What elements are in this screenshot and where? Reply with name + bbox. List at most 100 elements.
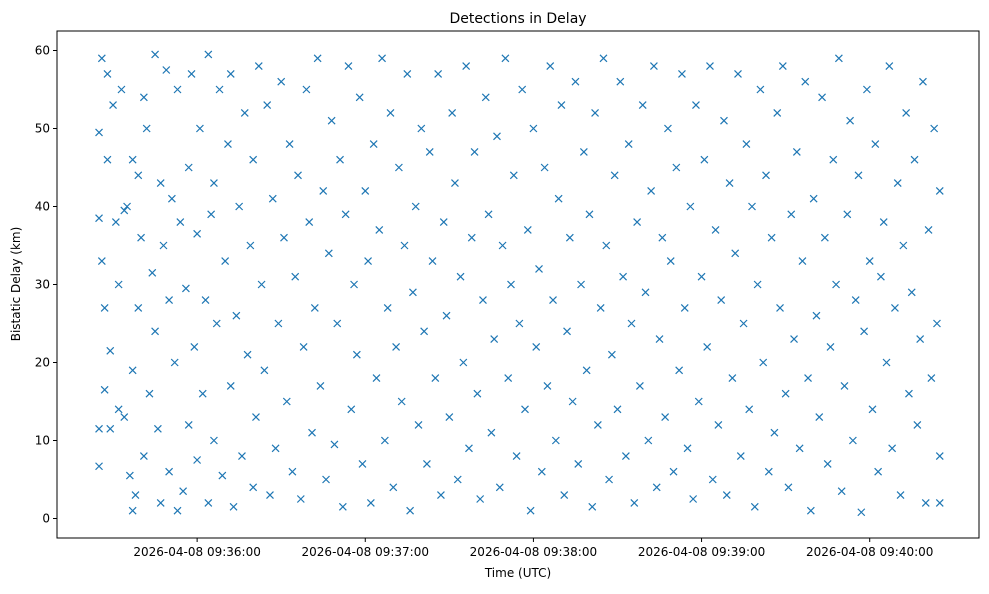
data-point-marker bbox=[935, 498, 944, 507]
data-point-marker bbox=[134, 303, 143, 312]
data-point-marker bbox=[588, 502, 597, 511]
data-point-marker bbox=[476, 495, 485, 503]
data-point-marker bbox=[619, 272, 628, 281]
data-point-marker bbox=[565, 233, 574, 242]
data-point-marker bbox=[591, 108, 599, 117]
data-point-marker bbox=[299, 342, 308, 351]
data-point-marker bbox=[240, 108, 249, 117]
data-point-marker bbox=[218, 471, 227, 480]
data-point-marker bbox=[333, 319, 342, 328]
data-point-marker bbox=[916, 335, 925, 344]
data-point-marker bbox=[885, 62, 894, 71]
data-point-marker bbox=[383, 303, 392, 312]
data-point-marker bbox=[235, 202, 244, 211]
x-axis: 2026-04-08 09:36:00 2026-04-08 09:37:00 20… bbox=[133, 538, 933, 559]
data-point-marker bbox=[355, 93, 364, 102]
y-tick-label: 20 bbox=[35, 356, 50, 370]
data-point-marker bbox=[170, 358, 179, 367]
data-point-marker bbox=[630, 498, 639, 507]
data-point-marker bbox=[232, 311, 241, 320]
data-point-marker bbox=[285, 140, 294, 149]
data-point-marker bbox=[585, 210, 594, 219]
data-point-marker bbox=[933, 319, 941, 328]
data-point-marker bbox=[846, 116, 855, 125]
data-point-marker bbox=[862, 85, 871, 94]
data-point-marker bbox=[327, 116, 336, 125]
data-point-marker bbox=[526, 506, 535, 515]
data-point-marker bbox=[369, 140, 378, 149]
data-point-marker bbox=[837, 487, 846, 496]
data-point-marker bbox=[784, 483, 793, 492]
data-point-marker bbox=[627, 319, 636, 328]
data-point-marker bbox=[204, 498, 213, 507]
data-point-marker bbox=[596, 303, 605, 312]
data-point-marker bbox=[184, 420, 193, 429]
data-point-marker bbox=[649, 62, 658, 71]
data-point-marker bbox=[607, 350, 616, 359]
data-point-marker bbox=[484, 210, 493, 219]
data-point-marker bbox=[142, 124, 151, 133]
data-point-marker bbox=[652, 483, 661, 492]
data-point-marker bbox=[210, 179, 218, 188]
data-point-marker bbox=[812, 311, 821, 320]
data-point-marker bbox=[689, 495, 698, 503]
data-point-marker bbox=[252, 413, 260, 422]
data-point-marker bbox=[319, 186, 328, 195]
data-point-marker bbox=[919, 77, 927, 86]
data-point-marker bbox=[787, 210, 796, 219]
data-point-marker bbox=[302, 85, 311, 94]
data-point-marker bbox=[338, 502, 347, 511]
data-point-marker bbox=[111, 218, 120, 227]
data-point-marker bbox=[778, 62, 787, 71]
data-point-marker bbox=[703, 342, 712, 351]
data-point-marker bbox=[95, 128, 103, 137]
data-point-marker bbox=[249, 155, 258, 164]
data-point-marker bbox=[224, 140, 232, 149]
data-point-marker bbox=[473, 389, 482, 398]
data-point-marker bbox=[731, 249, 740, 258]
data-point-marker bbox=[860, 327, 869, 336]
data-point-marker bbox=[470, 147, 479, 156]
y-tick-label: 40 bbox=[35, 200, 50, 214]
data-point-marker bbox=[834, 54, 843, 63]
data-point-marker bbox=[350, 280, 358, 289]
data-point-marker bbox=[117, 85, 126, 94]
data-point-marker bbox=[445, 413, 454, 422]
data-point-marker bbox=[229, 502, 238, 511]
data-point-marker bbox=[748, 202, 756, 211]
data-point-marker bbox=[857, 508, 866, 517]
data-point-marker bbox=[165, 467, 174, 476]
data-point-marker bbox=[773, 108, 782, 117]
data-point-marker bbox=[260, 366, 269, 375]
data-point-marker bbox=[664, 124, 672, 133]
data-point-marker bbox=[823, 459, 832, 468]
data-point-marker bbox=[579, 147, 588, 156]
data-point-marker bbox=[725, 179, 734, 188]
data-point-marker bbox=[557, 101, 566, 110]
data-point-marker bbox=[658, 233, 667, 242]
data-point-marker bbox=[386, 108, 395, 117]
data-point-marker bbox=[792, 147, 801, 156]
data-point-marker bbox=[361, 186, 370, 195]
data-point-marker bbox=[535, 264, 543, 273]
data-point-marker bbox=[624, 140, 633, 149]
data-point-marker bbox=[826, 342, 835, 351]
data-point-marker bbox=[380, 436, 389, 445]
data-point-marker bbox=[720, 116, 728, 125]
data-point-marker bbox=[888, 444, 897, 453]
data-point-marker bbox=[266, 491, 274, 500]
data-point-marker bbox=[680, 303, 689, 312]
data-point-marker bbox=[554, 194, 563, 203]
data-point-marker bbox=[100, 303, 109, 312]
data-point-marker bbox=[563, 327, 571, 336]
data-point-marker bbox=[277, 77, 286, 86]
data-point-marker bbox=[739, 319, 748, 328]
data-point-marker bbox=[95, 462, 103, 471]
data-point-marker bbox=[408, 288, 417, 297]
data-point-marker bbox=[809, 194, 818, 203]
data-point-marker bbox=[249, 483, 258, 492]
data-point-marker bbox=[442, 311, 451, 320]
data-point-marker bbox=[109, 101, 117, 110]
data-point-marker bbox=[599, 54, 608, 63]
data-point-marker bbox=[621, 452, 630, 461]
